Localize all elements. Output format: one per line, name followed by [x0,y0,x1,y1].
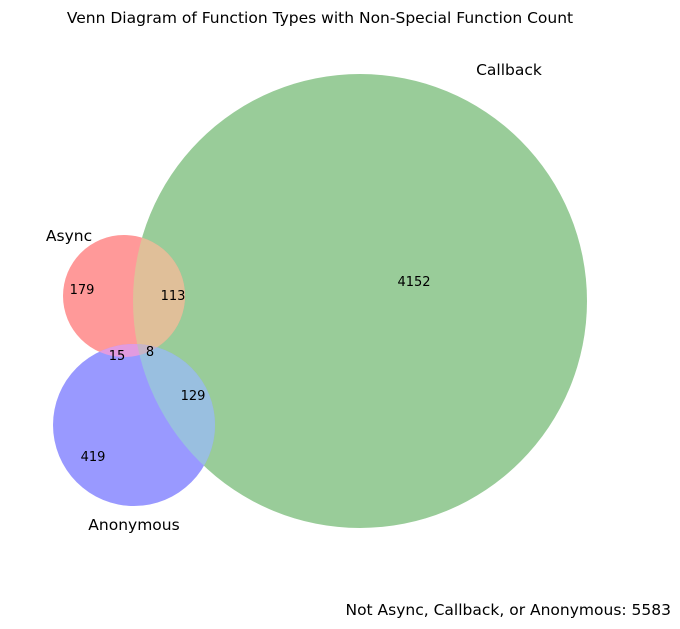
diagram-title: Venn Diagram of Function Types with Non-… [67,9,573,27]
region-count-async-anonymous: 15 [109,349,126,364]
callback-circle [133,74,587,528]
region-count-callback-anonymous: 129 [181,389,206,404]
footer-note: Not Async, Callback, or Anonymous: 5583 [345,601,671,619]
async-callback-overlap [133,235,185,357]
set-label-callback: Callback [476,61,542,79]
region-count-async-only: 179 [70,283,95,298]
set-label-anonymous: Anonymous [88,516,179,534]
region-count-async-callback: 113 [161,289,186,304]
set-label-async: Async [46,227,92,245]
region-count-anonymous-only: 419 [81,450,106,465]
region-count-callback-only: 4152 [397,275,430,290]
region-count-all-three: 8 [146,345,154,360]
